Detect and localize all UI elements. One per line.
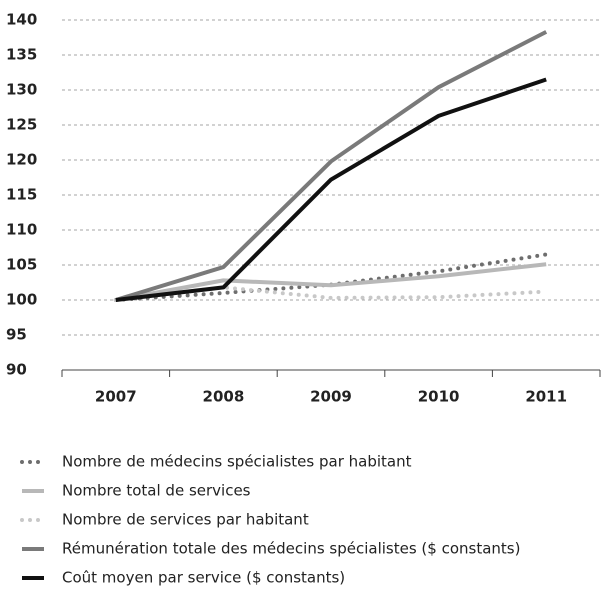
y-tick-label: 100 (6, 291, 37, 309)
series-line (115, 77, 547, 302)
x-tick-label: 2009 (310, 388, 352, 406)
legend-label: Nombre total de services (62, 482, 251, 500)
x-tick-label: 2010 (418, 388, 460, 406)
series-line (115, 262, 547, 302)
y-tick-label: 105 (6, 256, 37, 274)
legend-label: Rémunération totale des médecins spécial… (62, 540, 520, 558)
y-tick-label: 140 (6, 11, 37, 29)
y-tick-label: 120 (6, 151, 37, 169)
y-tick-label: 125 (6, 116, 37, 134)
y-tick-label: 115 (6, 186, 37, 204)
x-tick-label: 2008 (203, 388, 245, 406)
x-tick-label: 2011 (525, 388, 567, 406)
y-tick-label: 110 (6, 221, 37, 239)
y-tick-label: 135 (6, 46, 37, 64)
series-line (115, 30, 548, 302)
legend-label: Nombre de services par habitant (62, 511, 309, 529)
legend-label: Nombre de médecins spécialistes par habi… (62, 453, 412, 471)
y-tick-label: 130 (6, 81, 37, 99)
y-tick-label: 95 (6, 326, 27, 344)
x-tick-label: 2007 (95, 388, 137, 406)
legend-label: Coût moyen par service ($ constants) (62, 569, 345, 587)
y-tick-label: 90 (6, 361, 27, 379)
